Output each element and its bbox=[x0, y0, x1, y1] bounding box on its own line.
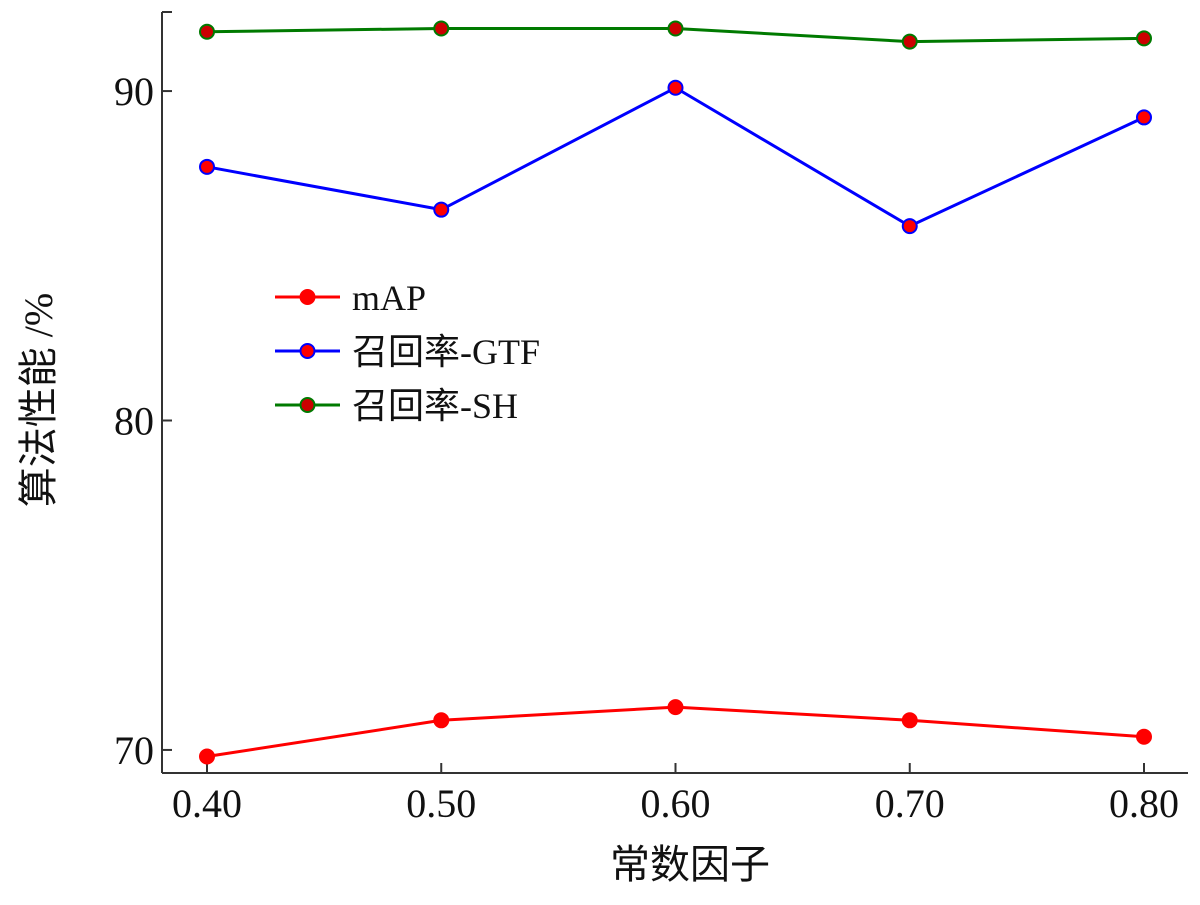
legend-swatch-marker bbox=[299, 289, 316, 305]
data-point bbox=[199, 158, 215, 175]
data-point bbox=[667, 20, 684, 37]
y-tick-label: 80 bbox=[114, 399, 154, 444]
data-point bbox=[1136, 30, 1152, 47]
legend-swatch-marker bbox=[299, 343, 316, 359]
legend-item: mAP bbox=[275, 278, 426, 318]
legend-label: mAP bbox=[352, 278, 426, 318]
legend-swatch-marker bbox=[299, 397, 316, 413]
data-point bbox=[667, 79, 684, 96]
data-point bbox=[199, 748, 215, 765]
series-2 bbox=[199, 79, 1152, 235]
y-tick-label: 90 bbox=[114, 69, 154, 114]
x-tick-label: 0.70 bbox=[875, 781, 945, 826]
legend-label: 召回率-GTF bbox=[352, 332, 540, 372]
series-1 bbox=[199, 699, 1152, 765]
data-point bbox=[433, 20, 450, 37]
series-layer bbox=[199, 20, 1152, 765]
y-tick-label: 70 bbox=[114, 728, 154, 773]
legend: mAP 召回率-GTF 召回率-SH bbox=[275, 278, 540, 426]
x-tick-label: 0.40 bbox=[172, 781, 242, 826]
x-tick-label: 0.60 bbox=[641, 781, 711, 826]
axes: 0.40 0.50 0.60 0.70 0.80 70 80 90 bbox=[114, 11, 1188, 826]
x-tick-label: 0.50 bbox=[406, 781, 476, 826]
data-point bbox=[1136, 728, 1152, 745]
x-axis-title: 常数因子 bbox=[610, 842, 770, 887]
data-point bbox=[433, 201, 450, 218]
data-point bbox=[433, 712, 450, 729]
data-point bbox=[667, 699, 684, 716]
data-point bbox=[901, 218, 918, 235]
legend-item: 召回率-GTF bbox=[275, 332, 540, 372]
series-3 bbox=[199, 20, 1152, 50]
data-point bbox=[901, 712, 918, 729]
series-line bbox=[206, 86, 1145, 228]
data-point bbox=[901, 33, 918, 50]
data-point bbox=[1136, 109, 1152, 126]
legend-label: 召回率-SH bbox=[352, 386, 518, 426]
y-axis-title: 算法性能 /% bbox=[16, 293, 61, 507]
data-point bbox=[199, 23, 215, 40]
legend-item: 召回率-SH bbox=[275, 386, 518, 426]
x-tick-label: 0.80 bbox=[1109, 781, 1179, 826]
